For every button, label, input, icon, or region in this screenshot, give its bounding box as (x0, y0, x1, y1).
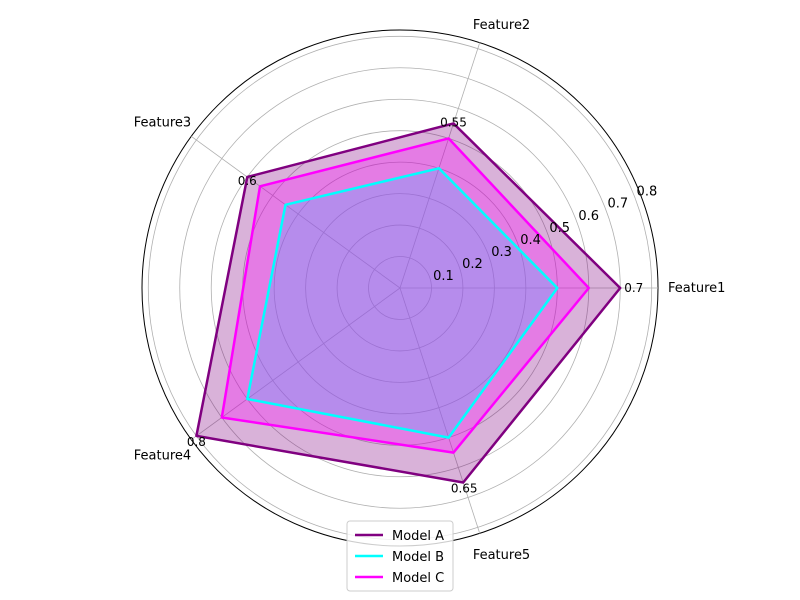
data-label: 0.6 (238, 174, 257, 188)
series-line-model-c (220, 137, 591, 454)
radial-tick-label: 0.3 (491, 245, 512, 260)
feature-label: Feature3 (134, 115, 191, 130)
data-label: 0.55 (440, 115, 467, 129)
radial-tick-label: 0.7 (607, 197, 628, 212)
radial-tick-label: 0.6 (578, 209, 599, 224)
series-line-model-b (246, 167, 559, 439)
legend-label-model-c: Model C (392, 571, 444, 586)
data-label: 0.65 (451, 482, 478, 496)
legend: Model A Model B Model C (346, 520, 454, 592)
radial-tick-label: 0.8 (637, 185, 658, 200)
feature-label: Feature4 (134, 449, 191, 464)
series-line-model-a (195, 122, 622, 484)
legend-label-model-b: Model B (392, 550, 444, 565)
series-area (195, 122, 622, 484)
radial-tick-label: 0.4 (520, 233, 541, 248)
legend-label-model-a: Model A (392, 529, 444, 544)
data-label: 0.8 (187, 435, 206, 449)
series-fill-model-b (247, 168, 558, 438)
radial-tick-label: 0.2 (462, 257, 483, 272)
grid-spoke (191, 287, 401, 440)
series-fill-model-a (196, 123, 621, 483)
grid-spoke (191, 136, 401, 289)
grid-spoke (399, 42, 481, 289)
grid-spoke (399, 287, 481, 534)
feature-label: Feature5 (473, 548, 530, 563)
data-label: 0.7 (624, 281, 643, 295)
labels: 0.1 0.2 0.3 0.4 0.5 0.6 0.7 0.8 Feature1 Feature2… (134, 18, 726, 563)
series-fill-model-c (221, 138, 589, 453)
feature-label: Feature2 (473, 18, 530, 33)
legend-box (346, 520, 454, 592)
feature-label: Feature1 (668, 281, 725, 296)
radial-tick-label: 0.1 (433, 269, 454, 284)
radial-tick-label: 0.5 (549, 221, 570, 236)
